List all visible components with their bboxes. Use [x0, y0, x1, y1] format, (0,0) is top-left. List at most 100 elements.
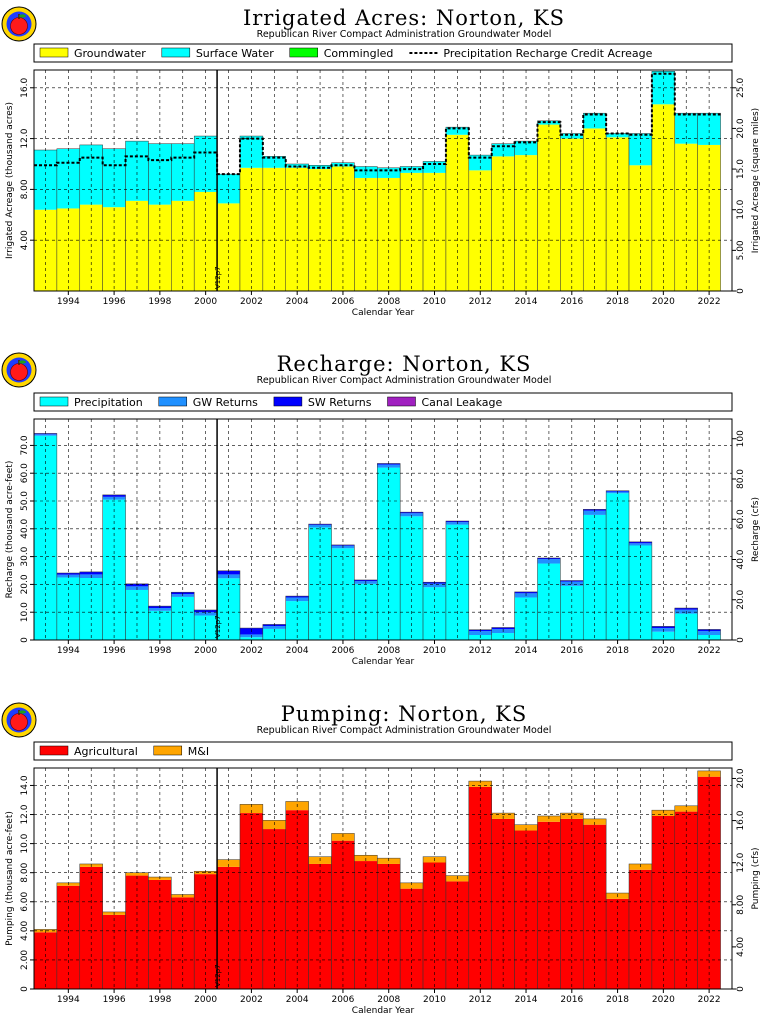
bar-segment — [194, 191, 218, 291]
bar-segment — [583, 818, 607, 825]
x-tick-label: 2016 — [560, 995, 583, 1005]
bar-segment — [239, 167, 263, 291]
bar-segment — [697, 631, 721, 635]
bar-segment — [445, 134, 469, 291]
x-tick-label: 2002 — [240, 646, 263, 656]
bar-segment — [377, 858, 401, 864]
y2-axis-label: Irrigated Acreage (square miles) — [751, 108, 761, 253]
bar-segment — [514, 591, 538, 594]
y2-tick-label: 20.0 — [736, 768, 746, 788]
y2-tick-label: 0 — [736, 986, 746, 992]
bar-segment — [308, 524, 332, 525]
bar-segment — [262, 167, 286, 291]
bar-segment — [331, 833, 355, 841]
legend-swatch — [39, 745, 69, 756]
x-tick-label: 2006 — [331, 646, 354, 656]
y-tick-label: 4.00 — [20, 230, 30, 250]
bar-segment — [491, 156, 515, 291]
bar-segment — [537, 559, 561, 564]
bar-segment — [674, 613, 698, 640]
bar-segment — [56, 573, 80, 575]
apple-stem — [18, 360, 20, 365]
bar-segment — [354, 579, 378, 582]
apple-body — [10, 363, 28, 381]
y2-tick-label: 0 — [736, 288, 746, 294]
bar-segment — [400, 172, 424, 291]
bar-segment — [125, 583, 149, 587]
bar-segment — [239, 637, 263, 640]
bar-segment — [285, 601, 309, 640]
bar-segment — [491, 813, 515, 819]
y-tick-label: 10.0 — [20, 602, 30, 622]
y2-tick-label: 4.00 — [736, 937, 746, 957]
apple-leaf — [19, 360, 26, 364]
legend-entry: Canal Leakage — [422, 396, 503, 409]
y2-tick-label: 80.0 — [736, 469, 746, 489]
x-tick-label: 1994 — [57, 995, 80, 1005]
y-tick-label: 10.0 — [20, 833, 30, 853]
y-tick-label: 6.00 — [20, 891, 30, 911]
y-tick-label: 60.0 — [20, 463, 30, 483]
x-axis-label: Calendar Year — [352, 657, 415, 667]
x-tick-label: 2012 — [469, 297, 492, 307]
bar-segment — [239, 804, 263, 814]
bar-segment — [651, 71, 675, 105]
x-tick-label: 2008 — [377, 646, 400, 656]
plot-frame — [33, 767, 733, 990]
chart-subtitle: Republican River Compact Administration … — [257, 375, 552, 386]
x-tick-label: 2018 — [606, 995, 629, 1005]
chart-title: Irrigated Acres: Norton, KS — [243, 6, 565, 30]
x-tick-label: 2000 — [194, 297, 217, 307]
apple-stem — [18, 14, 20, 19]
gridlines — [34, 419, 732, 640]
apple-body — [10, 713, 28, 731]
bar-segment — [537, 124, 561, 291]
x-tick-label: 2010 — [423, 646, 446, 656]
bar-segment — [125, 589, 149, 640]
x-tick-label: 1996 — [103, 297, 126, 307]
legend-entry: GW Returns — [193, 396, 258, 409]
bar-segment — [331, 162, 355, 167]
bar-segment — [583, 510, 607, 515]
legend-entry: Agricultural — [74, 745, 138, 758]
legend-entry: Surface Water — [196, 47, 274, 60]
x-tick-label: 2022 — [698, 995, 721, 1005]
y-tick-label: 20.0 — [20, 574, 30, 594]
bar-segment — [79, 204, 103, 291]
y-tick-label: 0 — [20, 986, 30, 992]
x-tick-label: 1996 — [103, 995, 126, 1005]
version-marker-label: V12p7 — [214, 964, 222, 987]
bar-segment — [560, 818, 584, 989]
x-tick-label: 1998 — [148, 646, 171, 656]
bar-segment — [217, 866, 240, 989]
y2-tick-label: 20.0 — [736, 589, 746, 609]
x-tick-label: 2000 — [194, 646, 217, 656]
y2-tick-label: 15.0 — [736, 159, 746, 179]
legend-swatch — [39, 47, 69, 58]
bar-segment — [400, 166, 424, 173]
legend-swatch — [158, 396, 188, 407]
bar-segment — [468, 170, 492, 291]
bar-segment — [606, 493, 630, 640]
x-tick-label: 2008 — [377, 995, 400, 1005]
x-tick-label: 2004 — [286, 995, 309, 1005]
bar-segment — [468, 631, 492, 635]
bar-segment — [629, 869, 652, 989]
recharge-credit-line — [34, 72, 721, 176]
bar-segment — [491, 818, 515, 989]
y-tick-label: 30.0 — [20, 546, 30, 566]
x-tick-label: 2002 — [240, 297, 263, 307]
bar-segment — [697, 770, 721, 777]
bar-segment — [79, 571, 103, 575]
y2-tick-label: 12.0 — [736, 852, 746, 872]
chart-subtitle: Republican River Compact Administration … — [257, 29, 552, 40]
x-tick-label: 2006 — [331, 995, 354, 1005]
bar-segment — [102, 494, 126, 497]
x-tick-label: 1994 — [57, 646, 80, 656]
bar-segment — [400, 513, 424, 517]
apple-logo-icon — [1, 702, 37, 738]
bar-segment — [674, 608, 698, 610]
